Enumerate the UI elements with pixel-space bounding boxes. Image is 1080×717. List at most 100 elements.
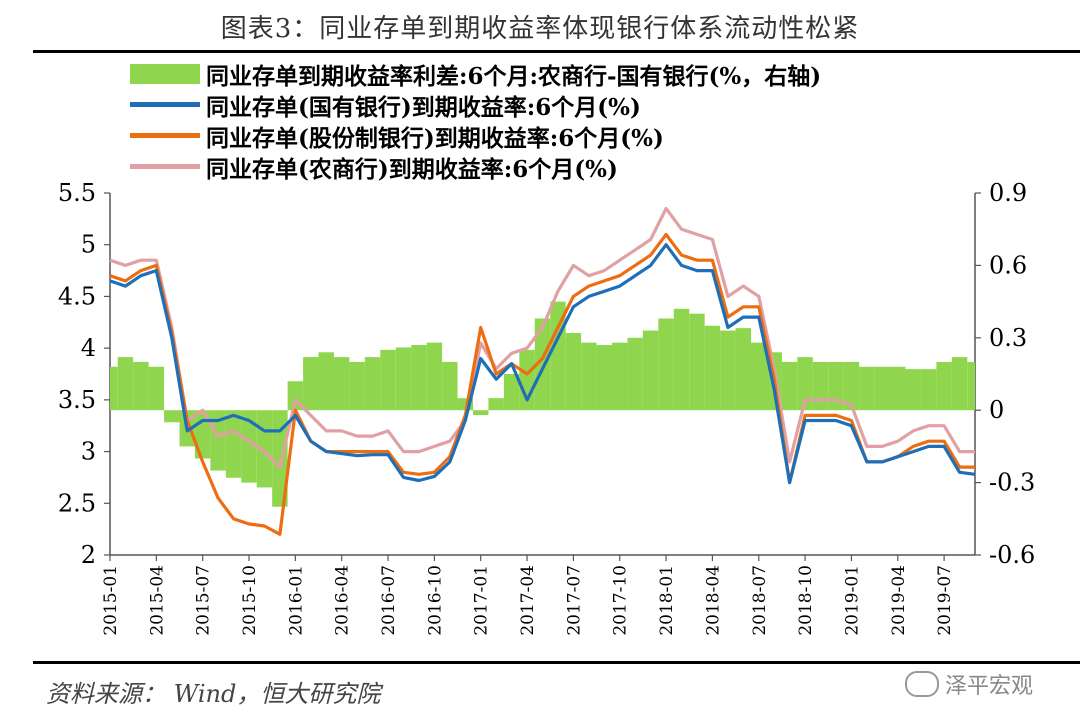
spread-area-bar — [951, 357, 968, 411]
spread-area-bar — [503, 374, 520, 411]
right-tick-label: 0.3 — [989, 324, 1027, 352]
spread-area-bar — [534, 318, 551, 411]
spread-area-bar — [735, 328, 752, 411]
spread-area-bar — [472, 410, 489, 416]
bottom-rule — [33, 661, 1080, 664]
x-tick-label: 2018-07 — [750, 565, 770, 636]
spread-area-bar — [704, 325, 721, 411]
spread-area-bar — [110, 366, 118, 411]
spread-area-bar — [967, 361, 975, 411]
x-tick-label: 2017-04 — [518, 565, 538, 636]
legend-item-spread: 同业存单到期收益率利差:6个月:农商行-国有银行(%，右轴) — [130, 58, 822, 90]
x-tick-label: 2015-07 — [194, 565, 214, 636]
x-tick-label: 2015-01 — [101, 565, 121, 636]
legend-swatch-spread — [130, 63, 200, 84]
x-tick-label: 2019-07 — [935, 565, 955, 636]
x-tick-label: 2016-10 — [425, 565, 445, 636]
spread-area-bar — [751, 342, 767, 411]
joint-stock-line — [109, 232, 975, 536]
spread-area-bar — [411, 345, 427, 411]
x-tick-label: 2018-04 — [703, 565, 723, 636]
legend-label-spread: 同业存单到期收益率利差:6个月:农商行-国有银行(%，右轴) — [206, 62, 822, 90]
x-tick-label: 2016-04 — [333, 565, 353, 636]
right-tick-label: -0.3 — [989, 469, 1035, 497]
spread-area-bar — [565, 332, 582, 411]
spread-area-bar — [318, 352, 334, 411]
right-tick-label: 0.9 — [989, 179, 1027, 207]
spread-area-bar — [689, 313, 705, 411]
legend-swatch-joint-stock — [130, 133, 200, 138]
spread-area-bar — [148, 366, 165, 411]
left-tick-label: 4 — [81, 334, 96, 362]
x-tick-label: 2015-04 — [147, 565, 167, 636]
rural-banks-line — [109, 206, 975, 469]
spread-area-bar — [905, 369, 921, 411]
spread-area-bar — [117, 357, 134, 411]
x-tick-label: 2017-07 — [564, 565, 584, 636]
spread-area-bar — [627, 337, 643, 411]
legend-swatch-rural — [130, 164, 200, 169]
spread-area-bar — [380, 349, 396, 411]
spread-area-bar — [364, 357, 381, 411]
legend-label-joint-stock: 同业存单(股份制银行)到期收益率:6个月(%) — [206, 124, 664, 152]
left-tick-label: 2.5 — [58, 489, 96, 517]
spread-area-bar — [442, 361, 458, 411]
spread-area-bar — [303, 357, 319, 411]
spread-area-bar — [210, 410, 226, 471]
left-tick-label: 4.5 — [58, 282, 96, 310]
x-tick-label: 2018-01 — [657, 565, 677, 636]
chart-title: 图表3：同业存单到期收益率体现银行体系流动性松紧 — [220, 14, 860, 44]
spread-area-bar — [225, 410, 242, 478]
x-tick-label: 2019-01 — [842, 565, 862, 636]
spread-area-bar — [272, 410, 288, 507]
legend-label-rural: 同业存单(农商行)到期收益率:6个月(%) — [206, 155, 618, 183]
left-tick-label: 3.5 — [58, 386, 96, 414]
legend-item-state-banks: 同业存单(国有银行)到期收益率:6个月(%) — [130, 89, 821, 121]
spread-area-bar — [581, 342, 597, 411]
top-rule — [33, 50, 1080, 53]
source-note: 资料来源： Wind，恒大研究院 — [46, 680, 381, 708]
legend-label-state-banks: 同业存单(国有银行)到期收益率:6个月(%) — [206, 93, 641, 121]
spread-area-bar — [797, 357, 813, 411]
state-banks-line — [109, 243, 976, 485]
spread-area-bar — [874, 366, 891, 411]
left-tick-label: 5.5 — [58, 179, 96, 207]
spread-area-bar — [133, 361, 149, 411]
spread-area-bar — [812, 361, 829, 411]
spread-area-bar — [612, 342, 628, 411]
spread-area-bar — [241, 410, 257, 483]
left-tick-label: 2 — [81, 541, 96, 569]
spread-area-bar — [920, 369, 937, 411]
spread-area-bar — [642, 330, 659, 411]
wechat-icon — [905, 671, 939, 697]
spread-area-bar — [936, 361, 952, 411]
spread-area-bar — [843, 361, 860, 411]
spread-area-bar — [859, 366, 875, 411]
x-tick-label: 2015-10 — [240, 565, 260, 636]
x-tick-label: 2019-04 — [889, 565, 909, 636]
spread-area-bar — [395, 347, 412, 411]
spread-area-bar — [333, 357, 350, 411]
watermark-text: 泽平宏观 — [945, 674, 1034, 699]
spread-area-bar — [488, 398, 504, 411]
spread-area-bar — [720, 330, 736, 411]
spread-area-bar — [596, 345, 613, 411]
right-tick-label: -0.6 — [989, 541, 1035, 569]
left-tick-label: 5 — [81, 231, 96, 259]
x-tick-label: 2018-10 — [796, 565, 816, 636]
spread-area-bar — [781, 361, 798, 411]
legend-item-joint-stock: 同业存单(股份制银行)到期收益率:6个月(%) — [130, 120, 821, 152]
right-tick-label: 0 — [989, 396, 1004, 424]
legend-swatch-state-banks — [130, 102, 200, 107]
spread-area-bar — [349, 361, 365, 411]
spread-area-bar — [673, 308, 690, 411]
x-tick-label: 2016-07 — [379, 565, 399, 636]
legend: 同业存单到期收益率利差:6个月:农商行-国有银行(%，右轴) 同业存单(国有银行… — [130, 58, 822, 183]
x-tick-label: 2017-01 — [472, 565, 492, 636]
legend-item-rural: 同业存单(农商行)到期收益率:6个月(%) — [130, 151, 821, 183]
spread-area-bar — [658, 318, 674, 411]
spread-area-bar — [426, 342, 443, 411]
spread-area-bar — [164, 410, 180, 423]
x-tick-label: 2016-01 — [286, 565, 306, 636]
